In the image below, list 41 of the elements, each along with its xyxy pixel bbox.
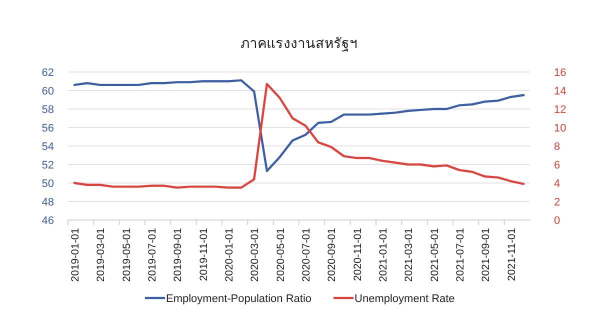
x-tick-label: 2021-03-01 xyxy=(403,228,416,282)
x-tick-label: 2019-09-01 xyxy=(172,228,184,282)
y-tick-label: 50 xyxy=(42,178,54,190)
x-tick-label: 2021-09-01 xyxy=(480,228,492,282)
y-tick-label: 48 xyxy=(42,196,54,208)
x-tick-label: 2021-07-01 xyxy=(454,228,466,282)
y-tick-label: 56 xyxy=(42,122,54,134)
x-tick-label: 2019-05-01 xyxy=(120,228,133,282)
x-tick-label: 2019-03-01 xyxy=(95,228,108,282)
y-tick-label: 52 xyxy=(42,160,54,172)
x-tick-label: 2020-11-01 xyxy=(352,228,364,281)
y2-tick-label: 14 xyxy=(554,86,566,98)
x-tick-label: 2020-01-01 xyxy=(223,228,236,282)
y2-tick-label: 6 xyxy=(554,160,560,172)
y-tick-label: 46 xyxy=(42,215,54,227)
line-series xyxy=(73,79,525,172)
x-tick-label: 2020-07-01 xyxy=(300,228,312,282)
y-tick-label: 60 xyxy=(42,86,54,98)
x-tick-label: 2021-11-01 xyxy=(506,228,518,281)
x-tick-label: 2020-05-01 xyxy=(274,228,287,282)
chart-title: ภาคแรงงานสหรัฐฯ xyxy=(240,35,358,52)
x-tick-label: 2019-01-01 xyxy=(69,228,82,282)
x-tick-label: 2021-01-01 xyxy=(377,228,390,282)
y2-tick-label: 12 xyxy=(554,104,566,116)
x-tick-label: 2020-03-01 xyxy=(249,228,262,282)
y2-tick-label: 16 xyxy=(554,67,566,79)
y-tick-label: 62 xyxy=(42,67,54,79)
y2-tick-label: 2 xyxy=(554,196,560,208)
y-tick-label: 54 xyxy=(42,141,54,153)
x-tick-label: 2019-07-01 xyxy=(146,228,158,282)
y2-tick-label: 8 xyxy=(554,141,560,153)
legend-label: Unemployment Rate xyxy=(354,293,455,305)
y2-tick-label: 10 xyxy=(554,122,566,134)
x-tick-label: 2021-05-01 xyxy=(428,228,441,282)
x-tick-label: 2020-09-01 xyxy=(326,228,338,282)
y-tick-label: 58 xyxy=(42,104,54,116)
legend-label: Employment-Population Ratio xyxy=(166,293,312,305)
x-tick-label: 2019-11-01 xyxy=(198,228,210,281)
y2-tick-label: 0 xyxy=(554,215,560,227)
line-series xyxy=(73,82,525,189)
y2-tick-label: 4 xyxy=(554,178,560,190)
